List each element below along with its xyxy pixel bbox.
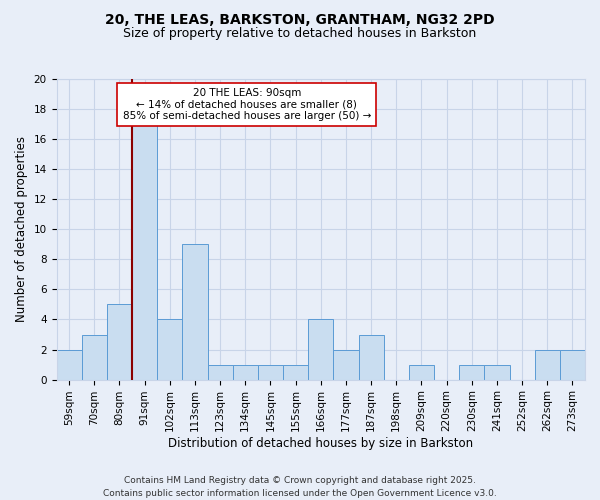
Bar [107,304,132,380]
Bar [208,364,233,380]
Bar [308,320,334,380]
Text: Contains HM Land Registry data © Crown copyright and database right 2025.
Contai: Contains HM Land Registry data © Crown c… [103,476,497,498]
Text: Size of property relative to detached houses in Barkston: Size of property relative to detached ho… [124,28,476,40]
Bar [560,350,585,380]
Bar [459,364,484,380]
Bar [157,320,182,380]
Text: 20, THE LEAS, BARKSTON, GRANTHAM, NG32 2PD: 20, THE LEAS, BARKSTON, GRANTHAM, NG32 2… [105,12,495,26]
Bar [56,350,82,380]
Bar [535,350,560,380]
Y-axis label: Number of detached properties: Number of detached properties [15,136,28,322]
Bar [283,364,308,380]
Bar [182,244,208,380]
Bar [132,124,157,380]
Bar [233,364,258,380]
Bar [82,334,107,380]
Bar [484,364,509,380]
X-axis label: Distribution of detached houses by size in Barkston: Distribution of detached houses by size … [168,437,473,450]
Bar [258,364,283,380]
Bar [334,350,359,380]
Text: 20 THE LEAS: 90sqm
← 14% of detached houses are smaller (8)
85% of semi-detached: 20 THE LEAS: 90sqm ← 14% of detached hou… [122,88,371,121]
Bar [409,364,434,380]
Bar [359,334,383,380]
